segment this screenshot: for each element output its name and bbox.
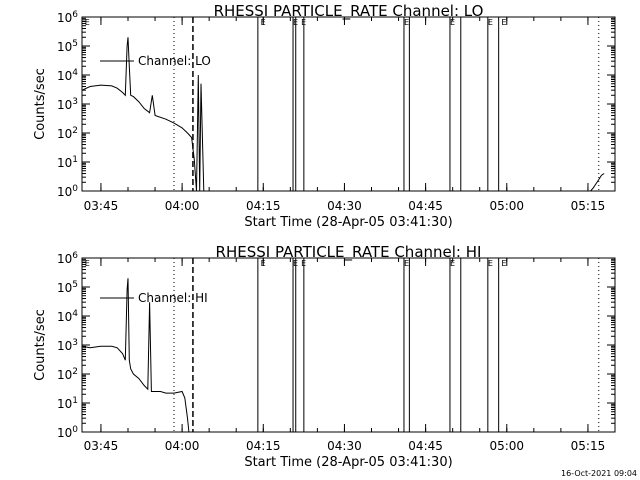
flag-label: E [501,18,506,27]
y-tick-label: 105 [57,39,78,54]
x-tick-label: 04:30 [327,439,362,453]
flag-label: E [501,259,506,268]
chart-panel-1: RHESSI PARTICLE_RATE Channel: LO 100 101 10… [33,2,616,230]
flag-label: E [85,259,90,268]
plot-frame [81,16,616,192]
legend-label: Channel: LO [138,54,211,68]
x-tick-label: 05:15 [571,439,606,453]
flag-label: E [301,259,306,268]
x-tick-label: 04:15 [246,439,281,453]
x-tick-label: 04:45 [408,199,443,213]
flag-label: E [488,18,493,27]
series-line [81,37,210,192]
x-tick-label: 03:45 [84,199,119,213]
flag-label: E [261,259,266,268]
legend-label: Channel: HI [138,291,208,305]
x-tick-label: 04:00 [165,439,200,453]
y-tick-label: 105 [57,280,78,295]
y-tick-label: 103 [57,97,78,112]
y-tick-label: 106 [57,10,78,25]
x-tick-label: 05:15 [571,199,606,213]
flag-label: E [450,259,455,268]
x-tick-label: 03:45 [84,439,119,453]
chart-panel-2: RHESSI PARTICLE_RATE Channel: HI 100 101 10… [33,243,616,470]
x-tick-label: 05:00 [489,439,524,453]
x-tick-label: 04:45 [408,439,443,453]
flag-label: E [488,259,493,268]
y-tick-label: 104 [57,68,78,83]
flag-label: E [85,18,90,27]
y-tick-label: 106 [57,251,78,266]
chart-title: RHESSI PARTICLE_RATE Channel: LO [214,2,484,21]
plot-frame [81,257,616,433]
chart-title: RHESSI PARTICLE_RATE Channel: HI [216,243,482,262]
x-axis-label: Start Time (28-Apr-05 03:41:30) [244,215,452,230]
x-axis-label: Start Time (28-Apr-05 03:41:30) [244,455,452,470]
y-tick-label: 100 [57,425,78,440]
y-tick-label: 102 [57,367,78,382]
series-line [81,278,190,433]
flag-label: E [261,18,266,27]
flag-label: E [404,259,409,268]
flag-label: E [404,18,409,27]
y-axis-label: Counts/sec [33,309,48,381]
flag-label: E [301,18,306,27]
x-tick-label: 05:00 [489,199,524,213]
x-tick-label: 04:30 [327,199,362,213]
y-axis-label: Counts/sec [33,68,48,140]
y-tick-label: 104 [57,309,78,324]
y-tick-label: 101 [57,155,78,170]
flag-label: E [450,18,455,27]
y-tick-label: 100 [57,184,78,199]
x-tick-label: 04:15 [246,199,281,213]
flag-label: E [293,259,298,268]
x-tick-label: 04:00 [165,199,200,213]
y-tick-label: 102 [57,126,78,141]
footer-timestamp: 16-Oct-2021 09:04 [561,469,637,478]
y-tick-label: 101 [57,396,78,411]
y-tick-label: 103 [57,338,78,353]
series-line [590,173,605,192]
flag-label: E [293,18,298,27]
